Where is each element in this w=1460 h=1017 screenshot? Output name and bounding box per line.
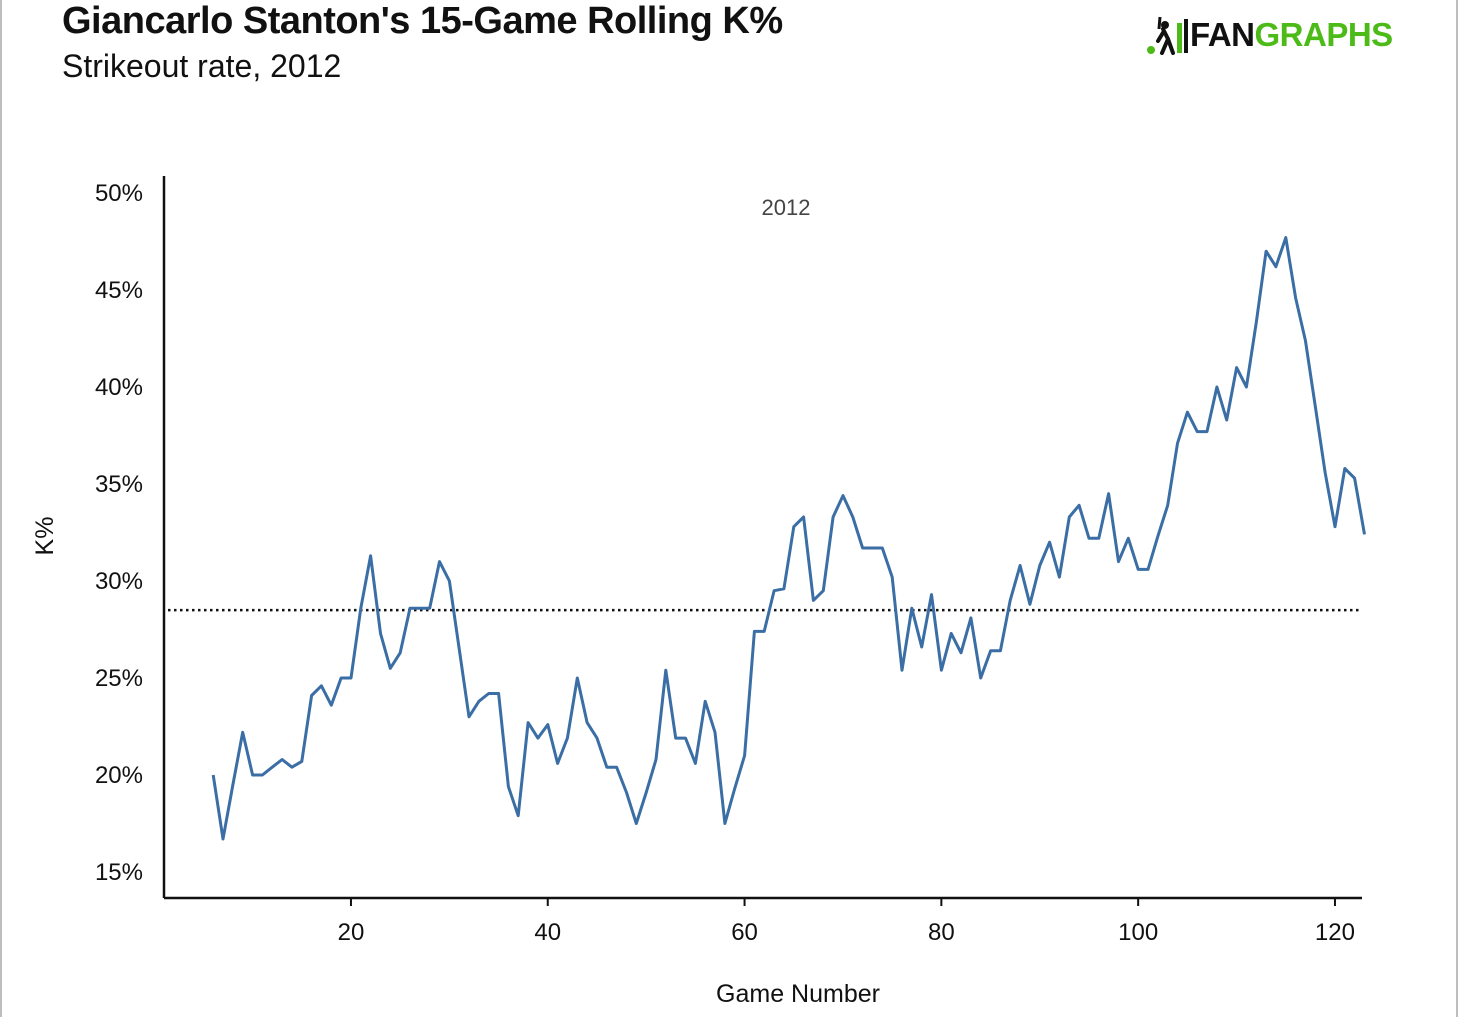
y-axis-title: K%	[31, 517, 59, 556]
x-tick-label: 40	[534, 919, 561, 946]
series-line-k-percent	[211, 236, 1366, 841]
logo-text-graphs: GRAPHS	[1254, 16, 1394, 53]
x-tick-label: 100	[1118, 919, 1158, 946]
x-tick-label: 60	[731, 919, 758, 946]
x-tick-label: 120	[1315, 919, 1355, 946]
y-tick-label: 35%	[95, 471, 143, 498]
y-tick-label: 20%	[95, 762, 143, 789]
batter-icon	[1147, 16, 1188, 55]
fangraphs-logo: FAN GRAPHS	[1146, 14, 1393, 56]
y-tick-label: 30%	[95, 568, 143, 595]
y-tick-label: 40%	[95, 374, 143, 401]
x-tick-label: 80	[928, 919, 955, 946]
y-tick-label: 50%	[95, 180, 143, 207]
chart-title: Giancarlo Stanton's 15-Game Rolling K%	[62, 0, 783, 42]
y-tick-label: 45%	[95, 277, 143, 304]
chart-annotation: 2012	[762, 195, 811, 220]
y-tick-label: 15%	[95, 859, 143, 886]
chart-subtitle: Strikeout rate, 2012	[62, 48, 342, 84]
y-tick-label: 25%	[95, 665, 143, 692]
logo-text-fan: FAN	[1190, 16, 1255, 53]
x-tick-label: 20	[338, 919, 365, 946]
x-axis-ticks: 20 40 60 80 100 120	[338, 898, 1355, 946]
y-axis-ticks: 15% 20% 25% 30% 35% 40% 45% 50%	[95, 180, 143, 886]
x-axis-title: Game Number	[716, 980, 880, 1008]
